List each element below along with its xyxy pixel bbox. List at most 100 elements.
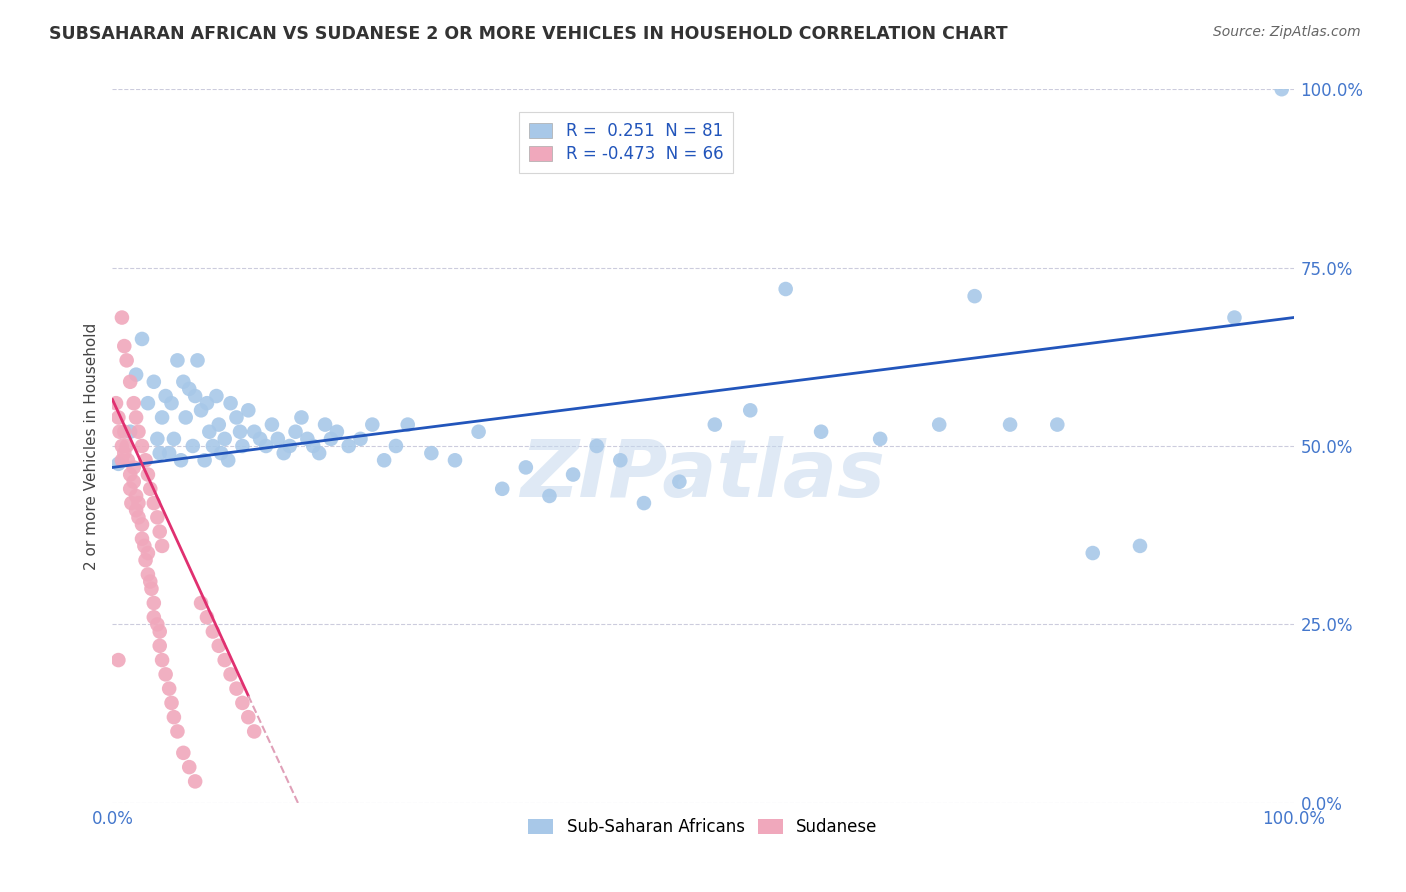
Point [998,417,1021,432]
Point [131,532,153,546]
Point [1271,82,1294,96]
Point [150,539,173,553]
Point [273,446,295,460]
Point [217,453,239,467]
Point [184,774,207,789]
Point [134,539,156,553]
Point [127,425,149,439]
Point [172,746,194,760]
Point [136,396,159,410]
Text: ZIPatlas: ZIPatlas [520,435,886,514]
Point [243,425,266,439]
Point [135,453,157,467]
Point [149,624,172,639]
Point [225,681,247,696]
Point [326,425,349,439]
Point [1223,310,1246,325]
Text: SUBSAHARAN AFRICAN VS SUDANESE 2 OR MORE VEHICLES IN HOUSEHOLD CORRELATION CHART: SUBSAHARAN AFRICAN VS SUDANESE 2 OR MORE… [49,25,1008,43]
Point [155,667,177,681]
Point [131,517,153,532]
Point [142,610,165,624]
Point [174,410,197,425]
Point [775,282,797,296]
Point [120,482,142,496]
Point [122,460,145,475]
Point [142,375,165,389]
Point [125,489,148,503]
Point [111,310,134,325]
Point [131,332,153,346]
Point [260,417,283,432]
Point [112,446,135,460]
Point [609,453,631,467]
Point [515,460,537,475]
Point [108,425,131,439]
Point [396,417,419,432]
Point [136,467,159,482]
Point [122,475,145,489]
Point [194,453,217,467]
Point [231,439,253,453]
Point [205,389,228,403]
Point [703,417,725,432]
Point [157,446,180,460]
Y-axis label: 2 or more Vehicles in Household: 2 or more Vehicles in Household [83,322,98,570]
Point [160,396,183,410]
Point [385,439,408,453]
Point [238,710,260,724]
Point [302,439,325,453]
Point [278,439,301,453]
Point [284,425,307,439]
Point [225,410,247,425]
Point [135,553,157,567]
Point [107,410,129,425]
Point [538,489,561,503]
Point [810,425,832,439]
Point [219,396,242,410]
Point [633,496,655,510]
Point [115,353,138,368]
Point [444,453,467,467]
Point [186,353,208,368]
Point [190,596,212,610]
Point [125,410,148,425]
Point [208,639,231,653]
Point [142,496,165,510]
Point [117,453,139,467]
Point [107,457,129,471]
Point [149,446,172,460]
Point [214,653,236,667]
Point [238,403,260,417]
Point [214,432,236,446]
Point [127,510,149,524]
Point [131,439,153,453]
Point [585,439,607,453]
Point [163,710,186,724]
Point [290,410,312,425]
Point [181,439,204,453]
Point [142,596,165,610]
Point [869,432,891,446]
Point [420,446,443,460]
Point [150,410,173,425]
Point [467,425,489,439]
Point [120,375,142,389]
Point [249,432,271,446]
Point [120,496,142,510]
Point [190,403,212,417]
Point [337,439,360,453]
Point [155,389,177,403]
Point [361,417,384,432]
Point [491,482,513,496]
Point [163,432,186,446]
Point [172,375,194,389]
Point [308,446,330,460]
Point [141,582,163,596]
Point [349,432,371,446]
Point [136,567,159,582]
Point [254,439,277,453]
Legend: Sub-Saharan Africans, Sudanese: Sub-Saharan Africans, Sudanese [520,810,886,845]
Point [243,724,266,739]
Point [963,289,986,303]
Point [139,482,162,496]
